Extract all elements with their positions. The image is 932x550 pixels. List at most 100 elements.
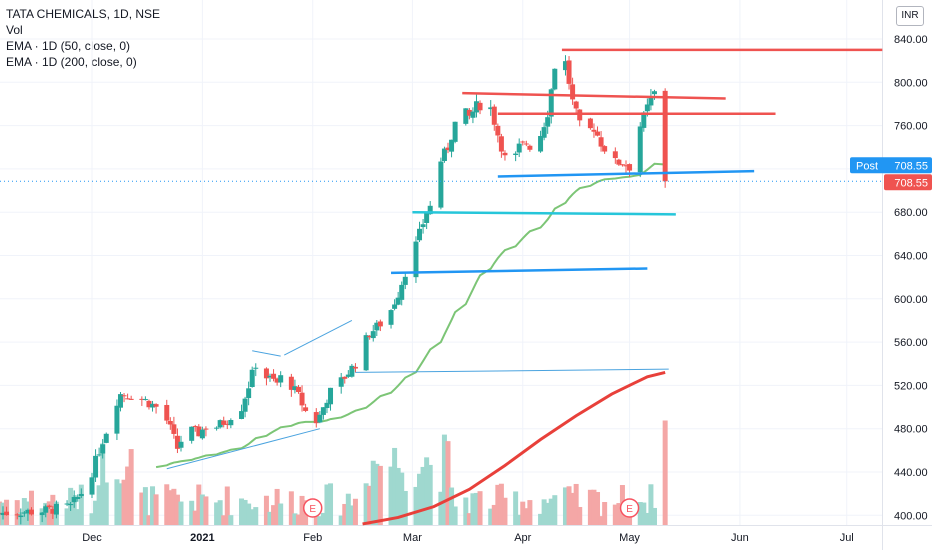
volume-bar bbox=[570, 492, 576, 525]
candle bbox=[228, 418, 234, 429]
currency-badge[interactable]: INR bbox=[896, 6, 924, 26]
candle-body bbox=[566, 60, 572, 84]
candle bbox=[463, 108, 469, 126]
chart-title: TATA CHEMICALS, 1D, NSE bbox=[6, 7, 161, 21]
y-tick-label: 800.00 bbox=[894, 77, 928, 89]
candle bbox=[39, 511, 45, 523]
volume-bar bbox=[224, 486, 230, 525]
candle-body bbox=[470, 111, 476, 118]
volume-bar bbox=[420, 466, 426, 525]
candle bbox=[167, 417, 173, 430]
earnings-marker-label: E bbox=[626, 504, 633, 515]
candle bbox=[477, 100, 483, 115]
volume-bar bbox=[395, 467, 401, 525]
last-price-value: 708.55 bbox=[894, 177, 928, 189]
candle-body bbox=[473, 101, 479, 113]
candle-body bbox=[46, 505, 52, 508]
candle bbox=[395, 291, 401, 306]
candle-body bbox=[349, 365, 355, 377]
volume-bar bbox=[317, 516, 323, 525]
candle-body bbox=[50, 509, 56, 514]
candle bbox=[648, 88, 654, 111]
x-tick-label: Feb bbox=[303, 532, 322, 544]
ema50-line bbox=[155, 162, 666, 469]
x-tick-label: Mar bbox=[403, 532, 422, 544]
candle-body bbox=[313, 412, 319, 424]
candle bbox=[299, 385, 305, 412]
candle bbox=[43, 504, 49, 518]
volume-bar bbox=[367, 485, 373, 525]
volume-bar bbox=[627, 513, 633, 525]
candle bbox=[128, 395, 134, 400]
volume-bar bbox=[491, 504, 497, 525]
volume-bar bbox=[352, 498, 358, 525]
volume-bar bbox=[117, 483, 123, 525]
volume-bar bbox=[103, 482, 109, 525]
volume-bar bbox=[520, 501, 526, 525]
candle-body bbox=[292, 386, 298, 391]
candle-body bbox=[641, 112, 647, 128]
candle bbox=[473, 94, 479, 118]
candle bbox=[71, 490, 77, 508]
candle-body bbox=[445, 147, 451, 151]
candles bbox=[0, 55, 668, 525]
volume-bar bbox=[452, 506, 458, 525]
earnings-marker-label: E bbox=[309, 504, 316, 515]
volume-bar bbox=[417, 473, 423, 525]
volume-bar bbox=[399, 472, 405, 525]
x-tick-label: Apr bbox=[514, 532, 531, 544]
candle-body bbox=[651, 91, 657, 95]
candle bbox=[217, 419, 223, 429]
candle-body bbox=[538, 135, 544, 152]
volume-bar bbox=[516, 514, 522, 525]
candle-body bbox=[352, 366, 358, 369]
candle-body bbox=[89, 477, 95, 495]
candle-body bbox=[644, 104, 650, 112]
candle bbox=[612, 147, 618, 164]
candle bbox=[246, 381, 252, 406]
candle-body bbox=[303, 407, 309, 411]
volume-bar bbox=[171, 488, 177, 525]
candle-body bbox=[420, 224, 426, 228]
x-tick-label: Jul bbox=[840, 532, 854, 544]
candle-body bbox=[164, 404, 170, 421]
candle bbox=[441, 146, 447, 163]
volume-bar bbox=[14, 500, 20, 525]
candle-body bbox=[619, 164, 625, 166]
volume-bar bbox=[153, 494, 159, 525]
candle-body bbox=[502, 152, 508, 156]
candle-body bbox=[249, 369, 255, 388]
candle-body bbox=[417, 228, 423, 241]
candle-body bbox=[4, 511, 10, 516]
candle-body bbox=[324, 402, 330, 409]
candle-body bbox=[591, 129, 597, 132]
volume-bar bbox=[648, 484, 654, 525]
y-tick-label: 480.00 bbox=[894, 424, 928, 436]
candle-body bbox=[627, 164, 633, 171]
volume-bar bbox=[573, 483, 579, 525]
volume-bar bbox=[495, 484, 501, 525]
volume-bar bbox=[477, 491, 483, 525]
candle bbox=[342, 376, 348, 384]
volume-bar bbox=[164, 484, 170, 525]
candle-body bbox=[114, 405, 120, 434]
candle bbox=[349, 363, 355, 378]
candle-body bbox=[545, 117, 551, 127]
candle-body bbox=[192, 426, 198, 428]
candle bbox=[78, 488, 84, 499]
candle bbox=[89, 472, 95, 498]
post-badge-bg bbox=[850, 157, 932, 174]
candle bbox=[363, 332, 369, 371]
candle bbox=[103, 432, 109, 444]
candle-body bbox=[595, 131, 601, 136]
candle-body bbox=[648, 96, 654, 106]
candle-body bbox=[142, 399, 148, 401]
candle-body bbox=[427, 205, 433, 215]
ema200-line bbox=[362, 370, 666, 526]
volume-bar bbox=[71, 495, 77, 525]
volume-bar bbox=[445, 441, 451, 525]
candle-body bbox=[577, 109, 583, 121]
candle bbox=[164, 399, 170, 425]
post-price-label: Post 708.55 bbox=[850, 157, 932, 174]
